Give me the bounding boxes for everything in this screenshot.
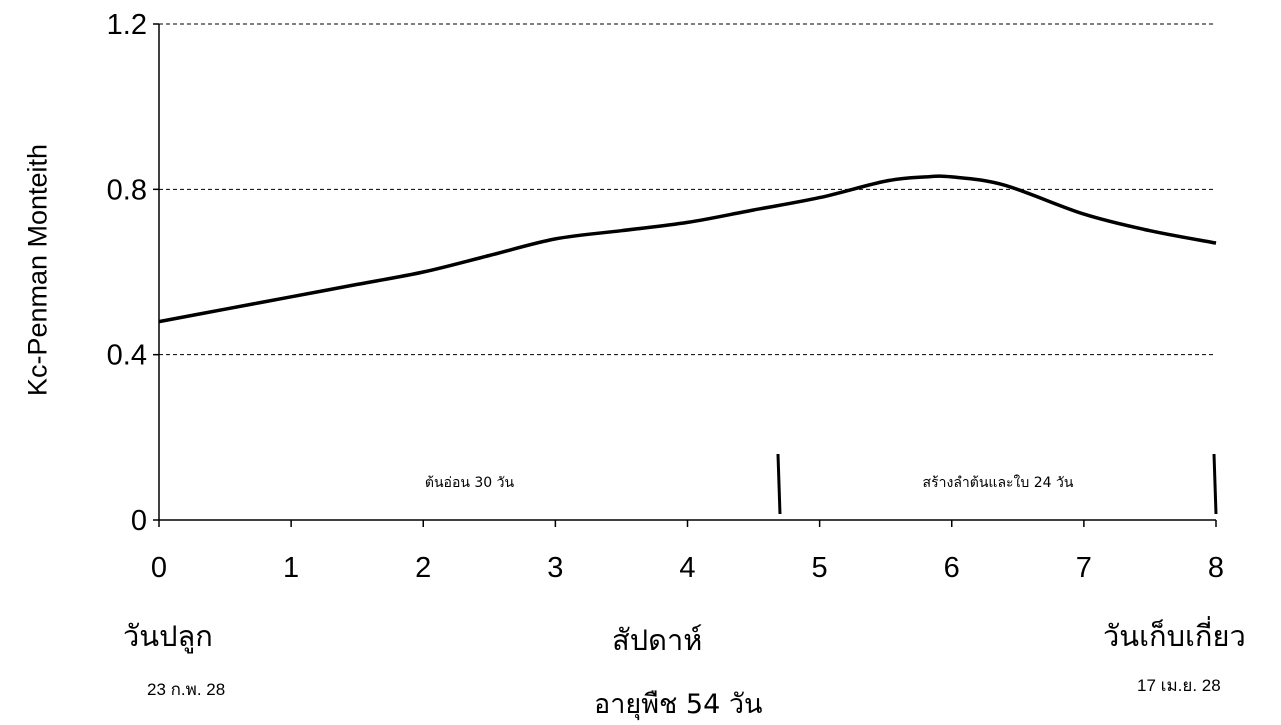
y-tick-label: 0: [131, 505, 147, 537]
stage-label-vegetative: สร้างลำต้นและใบ 24 วัน: [922, 475, 1074, 491]
axes: [153, 23, 1217, 527]
planting-label: วันปลูก: [123, 619, 213, 653]
x-tick-label: 1: [283, 552, 299, 584]
y-tick-label: 0.8: [107, 174, 147, 206]
x-tick-label: 5: [812, 552, 828, 584]
gridlines: [159, 23, 1216, 356]
harvest-date: 17 เม.ย. 28: [1137, 676, 1221, 695]
x-tick-label: 3: [547, 552, 563, 584]
x-tick-label: 8: [1208, 552, 1224, 584]
planting-date: 23 ก.พ. 28: [147, 680, 226, 699]
stage-label-seedling: ต้นอ่อน 30 วัน: [424, 475, 515, 491]
x-tick-label: 0: [151, 552, 167, 584]
series-line-0: [158, 174, 1217, 324]
series-lines: [158, 174, 1217, 324]
harvest-label: วันเก็บเกี่ยว: [1103, 619, 1246, 653]
stage-marker-0: [776, 453, 782, 515]
x-axis-label: สัปดาห์: [612, 623, 703, 657]
x-tick-label: 2: [415, 552, 431, 584]
tick-labels: 0 0.4 0.8 1.2 0 1 2 3 4 5 6 7 8: [107, 9, 1224, 584]
stage-markers: [776, 453, 1218, 515]
y-tick-label: 1.2: [107, 9, 147, 41]
x-tick-label: 7: [1076, 552, 1092, 584]
x-tick-label: 6: [944, 552, 960, 584]
stage-marker-1: [1212, 453, 1218, 515]
y-axis-label: Kc-Penman Monteith: [22, 143, 53, 397]
y-tick-label: 0.4: [107, 340, 147, 372]
x-tick-label: 4: [679, 552, 695, 584]
crop-age-label: อายุพืช 54 วัน: [594, 689, 763, 720]
